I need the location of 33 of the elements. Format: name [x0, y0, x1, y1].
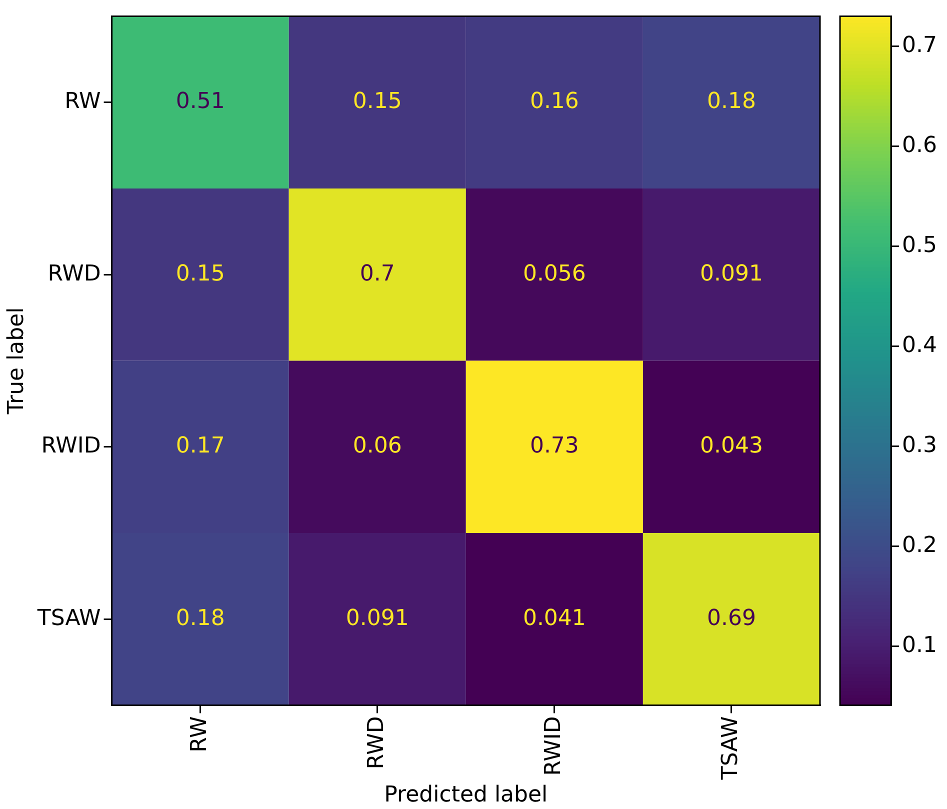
y-axis-title: True label — [4, 307, 29, 416]
color-bar-label: 0.5 — [902, 232, 938, 258]
data-label: 0.06 — [352, 434, 402, 459]
x-tick-label: TSAW — [718, 716, 744, 781]
color-bar-label: 0.3 — [902, 432, 938, 458]
y-tick-label: TSAW — [36, 606, 102, 631]
color-bar-label: 0.2 — [902, 532, 938, 558]
data-label: 0.16 — [530, 89, 579, 114]
data-label: 0.043 — [700, 434, 763, 459]
data-label: 0.15 — [176, 261, 225, 286]
data-label: 0.091 — [700, 261, 763, 286]
color-bar-label: 0.7 — [902, 32, 938, 58]
x-axis-title: Predicted label — [384, 782, 548, 808]
color-bar-label: 0.1 — [902, 632, 938, 658]
data-label: 0.056 — [522, 261, 586, 286]
x-tick-label: RW — [187, 716, 212, 752]
y-tick-label: RWD — [48, 261, 101, 286]
y-tick-label: RWID — [41, 434, 101, 459]
data-label: 0.18 — [706, 89, 756, 114]
color-bar-label: 0.4 — [902, 332, 938, 358]
data-label: 0.51 — [176, 89, 225, 114]
data-label: 0.091 — [346, 606, 409, 631]
data-label: 0.69 — [706, 606, 756, 631]
data-label: 0.15 — [352, 89, 402, 114]
data-label: 0.18 — [176, 606, 225, 631]
y-tick-label: RW — [64, 89, 102, 114]
color-bar-label: 0.6 — [902, 132, 938, 158]
data-label: 0.17 — [176, 434, 225, 459]
data-label: 0.041 — [522, 606, 586, 631]
data-label: 0.73 — [530, 434, 579, 459]
x-tick-label: RWID — [541, 716, 566, 776]
x-tick-label: RWD — [364, 716, 390, 770]
data-label: 0.7 — [360, 261, 395, 286]
